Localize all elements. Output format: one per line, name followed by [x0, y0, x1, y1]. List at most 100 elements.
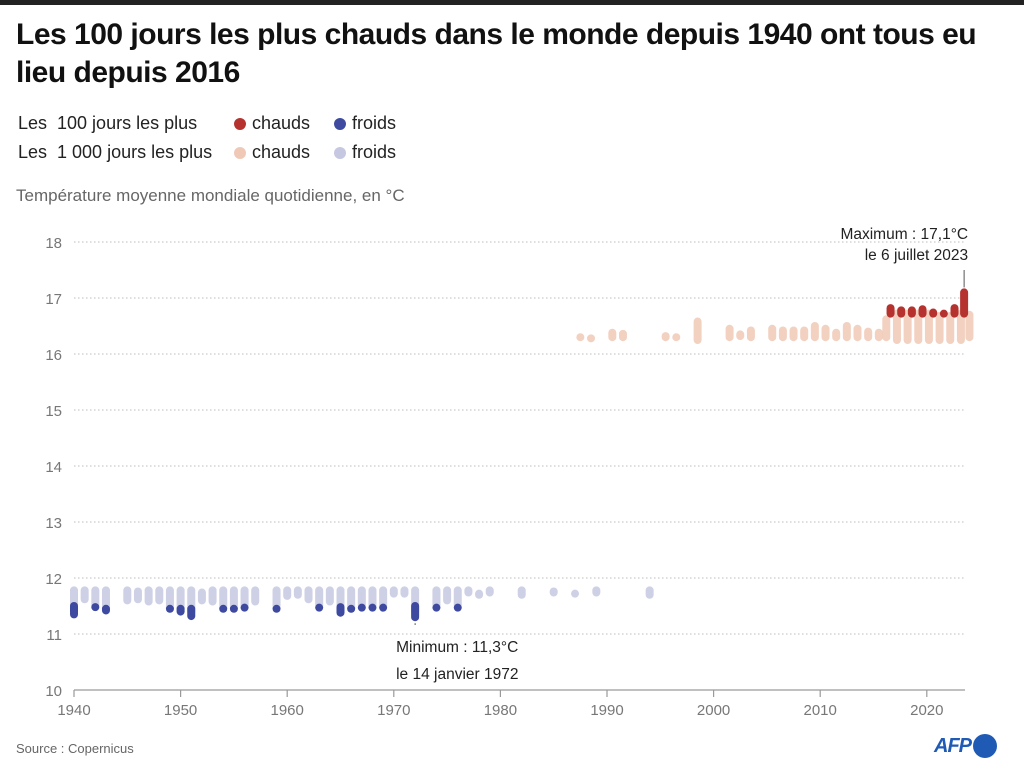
data-column: [144, 586, 153, 606]
afp-logo: AFP: [934, 734, 997, 758]
data-column: [939, 309, 948, 318]
data-column: [251, 586, 260, 606]
data-column: [219, 586, 228, 610]
legend-row-label: Les 100 jours les plus: [18, 113, 198, 133]
x-tick-label: 2010: [804, 702, 837, 719]
data-column: [661, 332, 670, 342]
data-column: [587, 334, 596, 343]
data-column: [725, 324, 734, 342]
data-column: [571, 589, 580, 598]
logo-text: AFP: [934, 734, 972, 757]
data-column: [91, 603, 100, 612]
data-column: [882, 315, 891, 342]
data-column: [874, 328, 883, 342]
data-column: [400, 586, 409, 598]
legend-marker-icon: [234, 146, 246, 159]
series-top1000_hot: [576, 309, 974, 344]
y-tick-label: 16: [45, 347, 62, 364]
data-column: [432, 603, 441, 612]
y-axis-title: Température moyenne mondiale quotidienne…: [16, 186, 405, 205]
data-column: [379, 586, 388, 610]
data-column: [240, 603, 249, 612]
y-tick-label: 13: [45, 515, 62, 532]
data-column: [315, 586, 324, 610]
data-column: [960, 288, 969, 318]
x-axis: 1940 1950 1960 1970 1980 1990 2000 2010 2020: [57, 689, 965, 719]
y-tick-label: 15: [45, 403, 62, 420]
top-rule: [0, 0, 1024, 5]
data-column: [592, 586, 601, 597]
annotation-minimum-line2: le 14 janvier 1972: [396, 666, 518, 683]
data-column: [903, 309, 912, 344]
data-column: [229, 604, 238, 613]
data-column: [918, 305, 927, 318]
data-column: [924, 309, 933, 344]
data-column: [645, 586, 654, 599]
y-tick-label: 10: [45, 683, 62, 700]
legend-item-top1000-cold: froids: [334, 142, 396, 163]
data-column: [368, 603, 377, 612]
legend-item-label: chauds: [252, 142, 311, 162]
x-tick-label: 2000: [697, 702, 730, 719]
data-column: [576, 333, 585, 342]
data-column: [165, 604, 174, 613]
data-column: [453, 603, 462, 612]
data-marks: [70, 288, 974, 622]
x-tick-label: 1940: [57, 702, 90, 719]
data-column: [443, 586, 452, 605]
data-column: [432, 586, 441, 610]
data-column: [789, 326, 798, 342]
data-column: [768, 324, 777, 342]
y-tick-label: 17: [45, 291, 62, 308]
data-column: [187, 604, 196, 621]
data-column: [956, 309, 965, 344]
data-column: [304, 586, 313, 604]
data-column: [315, 603, 324, 612]
data-column: [347, 604, 356, 613]
data-column: [821, 324, 830, 342]
legend-item-label: froids: [352, 142, 397, 162]
data-column: [693, 317, 702, 344]
data-column: [475, 589, 484, 599]
data-column: [464, 586, 473, 597]
y-tick-labels: 10 11 12 13 14 15 16 17 18: [45, 235, 62, 700]
data-column: [946, 311, 955, 344]
x-tick-label: 1980: [484, 702, 517, 719]
data-column: [549, 587, 558, 597]
data-column: [965, 310, 974, 342]
legend-item-top1000-hot: chauds: [234, 142, 310, 163]
y-tick-label: 11: [46, 627, 62, 644]
data-column: [272, 586, 281, 610]
data-column: [379, 603, 388, 612]
data-column: [810, 322, 819, 342]
data-column: [133, 587, 142, 604]
x-tick-label: 1970: [377, 702, 410, 719]
x-tick-label: 1950: [164, 702, 197, 719]
x-tick-label: 1990: [590, 702, 623, 719]
data-column: [842, 322, 851, 342]
data-column: [229, 586, 238, 610]
data-column: [219, 604, 228, 613]
y-tick-label: 12: [45, 571, 62, 588]
data-column: [325, 586, 334, 606]
data-column: [778, 326, 787, 342]
data-column: [176, 604, 185, 616]
data-column: [864, 327, 873, 342]
data-column: [80, 586, 89, 604]
data-column: [886, 304, 895, 318]
data-column: [950, 304, 959, 318]
data-column: [389, 586, 398, 598]
data-column: [608, 328, 617, 342]
annotations: Maximum : 17,1°C le 6 juillet 2023 Minimum…: [396, 226, 968, 683]
series-top100_hot: [886, 288, 969, 318]
data-column: [935, 311, 944, 344]
legend-item-label: chauds: [252, 113, 311, 133]
series-top100_cold: [70, 602, 462, 622]
legend-item-label: froids: [352, 113, 397, 133]
data-column: [368, 586, 377, 610]
data-column: [70, 602, 78, 619]
data-column: [357, 586, 366, 610]
data-column: [283, 586, 292, 600]
data-column: [897, 306, 906, 318]
